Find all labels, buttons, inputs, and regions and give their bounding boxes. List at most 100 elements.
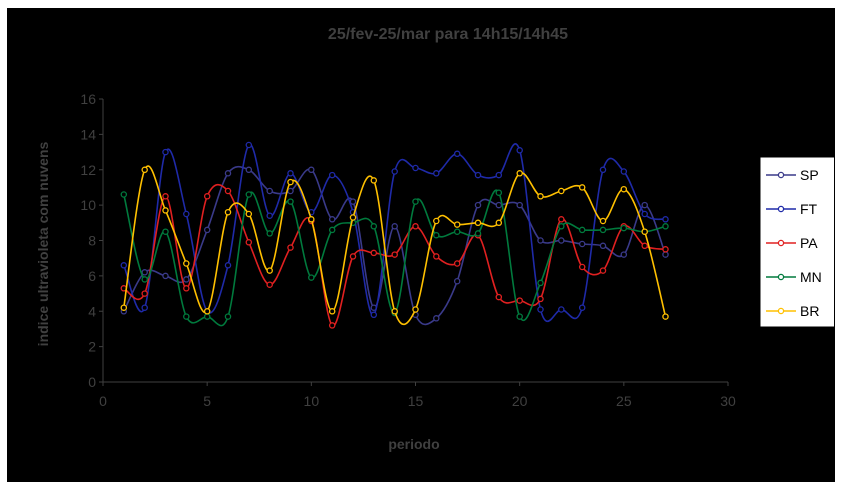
data-point [391,308,398,315]
data-point [599,226,607,234]
data-point [141,276,148,283]
data-point [203,226,211,234]
data-point [620,251,628,258]
data-point [162,193,169,200]
data-point [516,297,523,304]
legend-box [759,156,834,328]
data-point [120,262,128,269]
data-point [599,217,607,225]
data-point [183,260,190,267]
data-point [412,306,419,313]
data-point [370,177,378,184]
legend-label: MN [800,269,822,285]
data-point [370,249,378,257]
data-point [495,201,503,209]
data-point [641,228,648,235]
y-tick-label: 6 [88,268,96,284]
legend-label: SP [800,167,819,183]
legend-item-ft: FT [766,201,818,217]
data-point [266,187,273,195]
data-point [287,170,294,177]
line-chart: 25/fev-25/mar para 14h15/14h45 0 2 4 6 8 10 12… [35,26,834,452]
data-point [578,184,586,191]
y-tick-label: 2 [88,339,96,355]
data-point [495,189,503,196]
data-point [287,244,294,251]
x-tick-label: 30 [720,393,736,409]
data-point [412,223,419,230]
data-point [433,253,440,260]
data-point [662,251,669,258]
legend-label: BR [800,303,819,319]
series-sp [120,165,669,326]
y-tick-label: 12 [80,162,96,178]
data-point [328,226,336,234]
legend: SP FT PA MN BR [759,156,834,328]
data-point [453,150,461,158]
data-point [245,141,253,149]
data-point [537,306,544,313]
data-point [474,219,482,227]
x-tick-label: 25 [616,393,632,409]
data-point [183,276,190,283]
data-point [641,201,648,209]
data-point [266,212,273,219]
data-point [391,223,398,230]
data-point [599,242,607,250]
data-point [662,216,669,223]
data-point [578,226,586,234]
data-point [391,168,398,175]
data-point [620,168,628,175]
series-ft [120,141,669,323]
data-point [266,230,273,237]
data-point [162,228,169,235]
data-point [662,313,669,320]
plot-area [102,99,728,383]
data-point [120,304,128,311]
data-point [641,210,648,218]
legend-item-pa: PA [766,235,818,251]
x-tick-label: 0 [99,393,107,409]
data-point [558,187,565,195]
legend-swatch-marker [777,205,785,213]
data-point [224,187,232,195]
data-point [370,311,378,319]
legend-item-br: BR [766,303,819,319]
y-axis-label: indice ultravioleta com nuvens [35,141,51,346]
data-point [328,308,336,315]
data-point [370,223,378,230]
legend-swatch-marker [777,307,785,315]
legend-item-sp: SP [766,167,819,183]
x-tick-label: 5 [203,393,211,409]
chart-frame: 25/fev-25/mar para 14h15/14h45 0 2 4 6 8 10 12… [7,8,835,482]
data-point [287,198,294,205]
data-point [433,315,440,322]
data-point [183,210,190,218]
data-point [537,295,544,303]
series-layer [120,141,669,329]
data-point [203,193,211,200]
data-point [558,306,565,313]
series-pa [120,183,669,329]
data-point [266,267,273,274]
data-point [308,274,315,281]
data-point [224,170,232,177]
data-point [391,251,398,258]
series-line-br [123,165,667,325]
data-point [141,304,148,311]
x-tick-label: 10 [304,393,320,409]
legend-label: PA [800,235,818,251]
y-tick-label: 0 [88,374,96,390]
data-point [620,224,628,232]
y-tick-label: 16 [80,91,96,107]
data-point [516,313,523,320]
data-point [495,219,503,227]
series-line-pa [123,183,666,327]
chart-title: 25/fev-25/mar para 14h15/14h45 [328,26,568,43]
legend-swatch-marker [777,273,785,281]
data-point [224,313,232,320]
y-tick-label: 4 [88,303,96,319]
legend-swatch-marker [777,239,785,247]
data-point [453,277,461,285]
x-axis-ticks: 0 5 10 15 20 25 30 [99,382,736,409]
